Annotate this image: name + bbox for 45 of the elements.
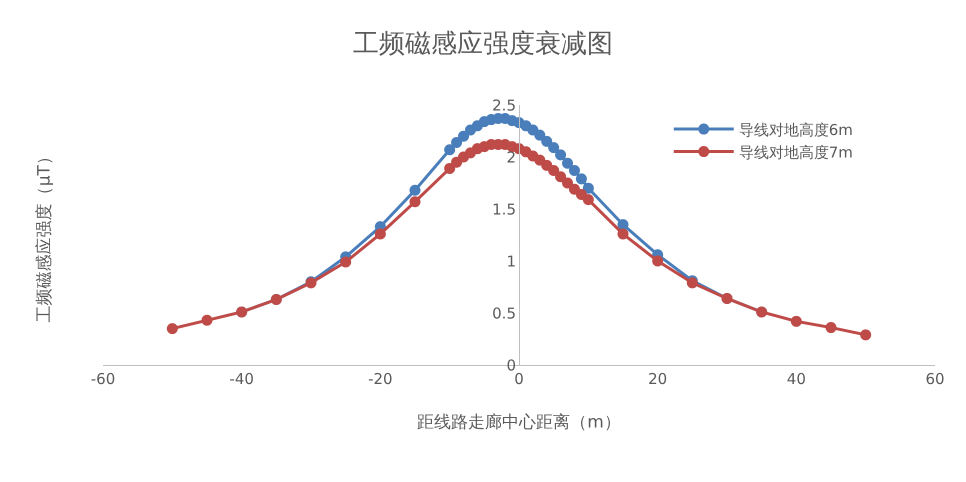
point xyxy=(202,314,212,326)
point xyxy=(534,130,546,141)
point xyxy=(582,194,594,206)
point xyxy=(790,316,802,327)
y-axis-title: 工频磁感应强度（μT） xyxy=(34,148,54,322)
point xyxy=(860,329,872,340)
x-tick-label: 40 xyxy=(786,370,806,388)
point xyxy=(458,130,470,142)
x-tick-label: -60 xyxy=(90,370,116,388)
x-axis-title: 距线路走廊中心距离（m） xyxy=(417,412,621,432)
x-tick-label: -40 xyxy=(229,370,254,388)
point xyxy=(374,228,386,240)
legend-label: 导线对地高度6m xyxy=(738,120,853,139)
point xyxy=(582,182,594,194)
x-tick-label: -20 xyxy=(368,370,393,388)
point xyxy=(618,219,628,230)
point xyxy=(826,322,836,334)
point xyxy=(410,184,420,196)
y-tick-label: 0 xyxy=(506,356,516,374)
y-tick-label: 2 xyxy=(506,148,516,166)
y-tick-label: 0.5 xyxy=(492,304,516,322)
chart-title: 工频磁感应强度衰减图 xyxy=(353,28,613,58)
point xyxy=(541,136,552,147)
point xyxy=(444,162,456,174)
point xyxy=(562,158,574,169)
x-tick-label: 60 xyxy=(925,370,945,388)
point xyxy=(340,256,352,268)
point xyxy=(562,178,574,188)
point xyxy=(568,165,580,176)
legend-label: 导线对地高度7m xyxy=(738,143,853,162)
point xyxy=(548,165,560,176)
y-tick-label: 1.5 xyxy=(492,200,516,218)
point xyxy=(548,142,560,154)
point xyxy=(410,196,420,208)
point xyxy=(576,173,587,184)
x-tick-label: 20 xyxy=(648,370,668,388)
point xyxy=(618,228,628,240)
point xyxy=(555,149,566,160)
y-tick-label: 2.5 xyxy=(492,96,516,114)
point xyxy=(451,136,462,148)
point xyxy=(166,323,178,334)
point xyxy=(444,144,456,156)
y-tick-label: 1 xyxy=(506,252,516,270)
point xyxy=(652,256,664,266)
point xyxy=(555,171,566,182)
